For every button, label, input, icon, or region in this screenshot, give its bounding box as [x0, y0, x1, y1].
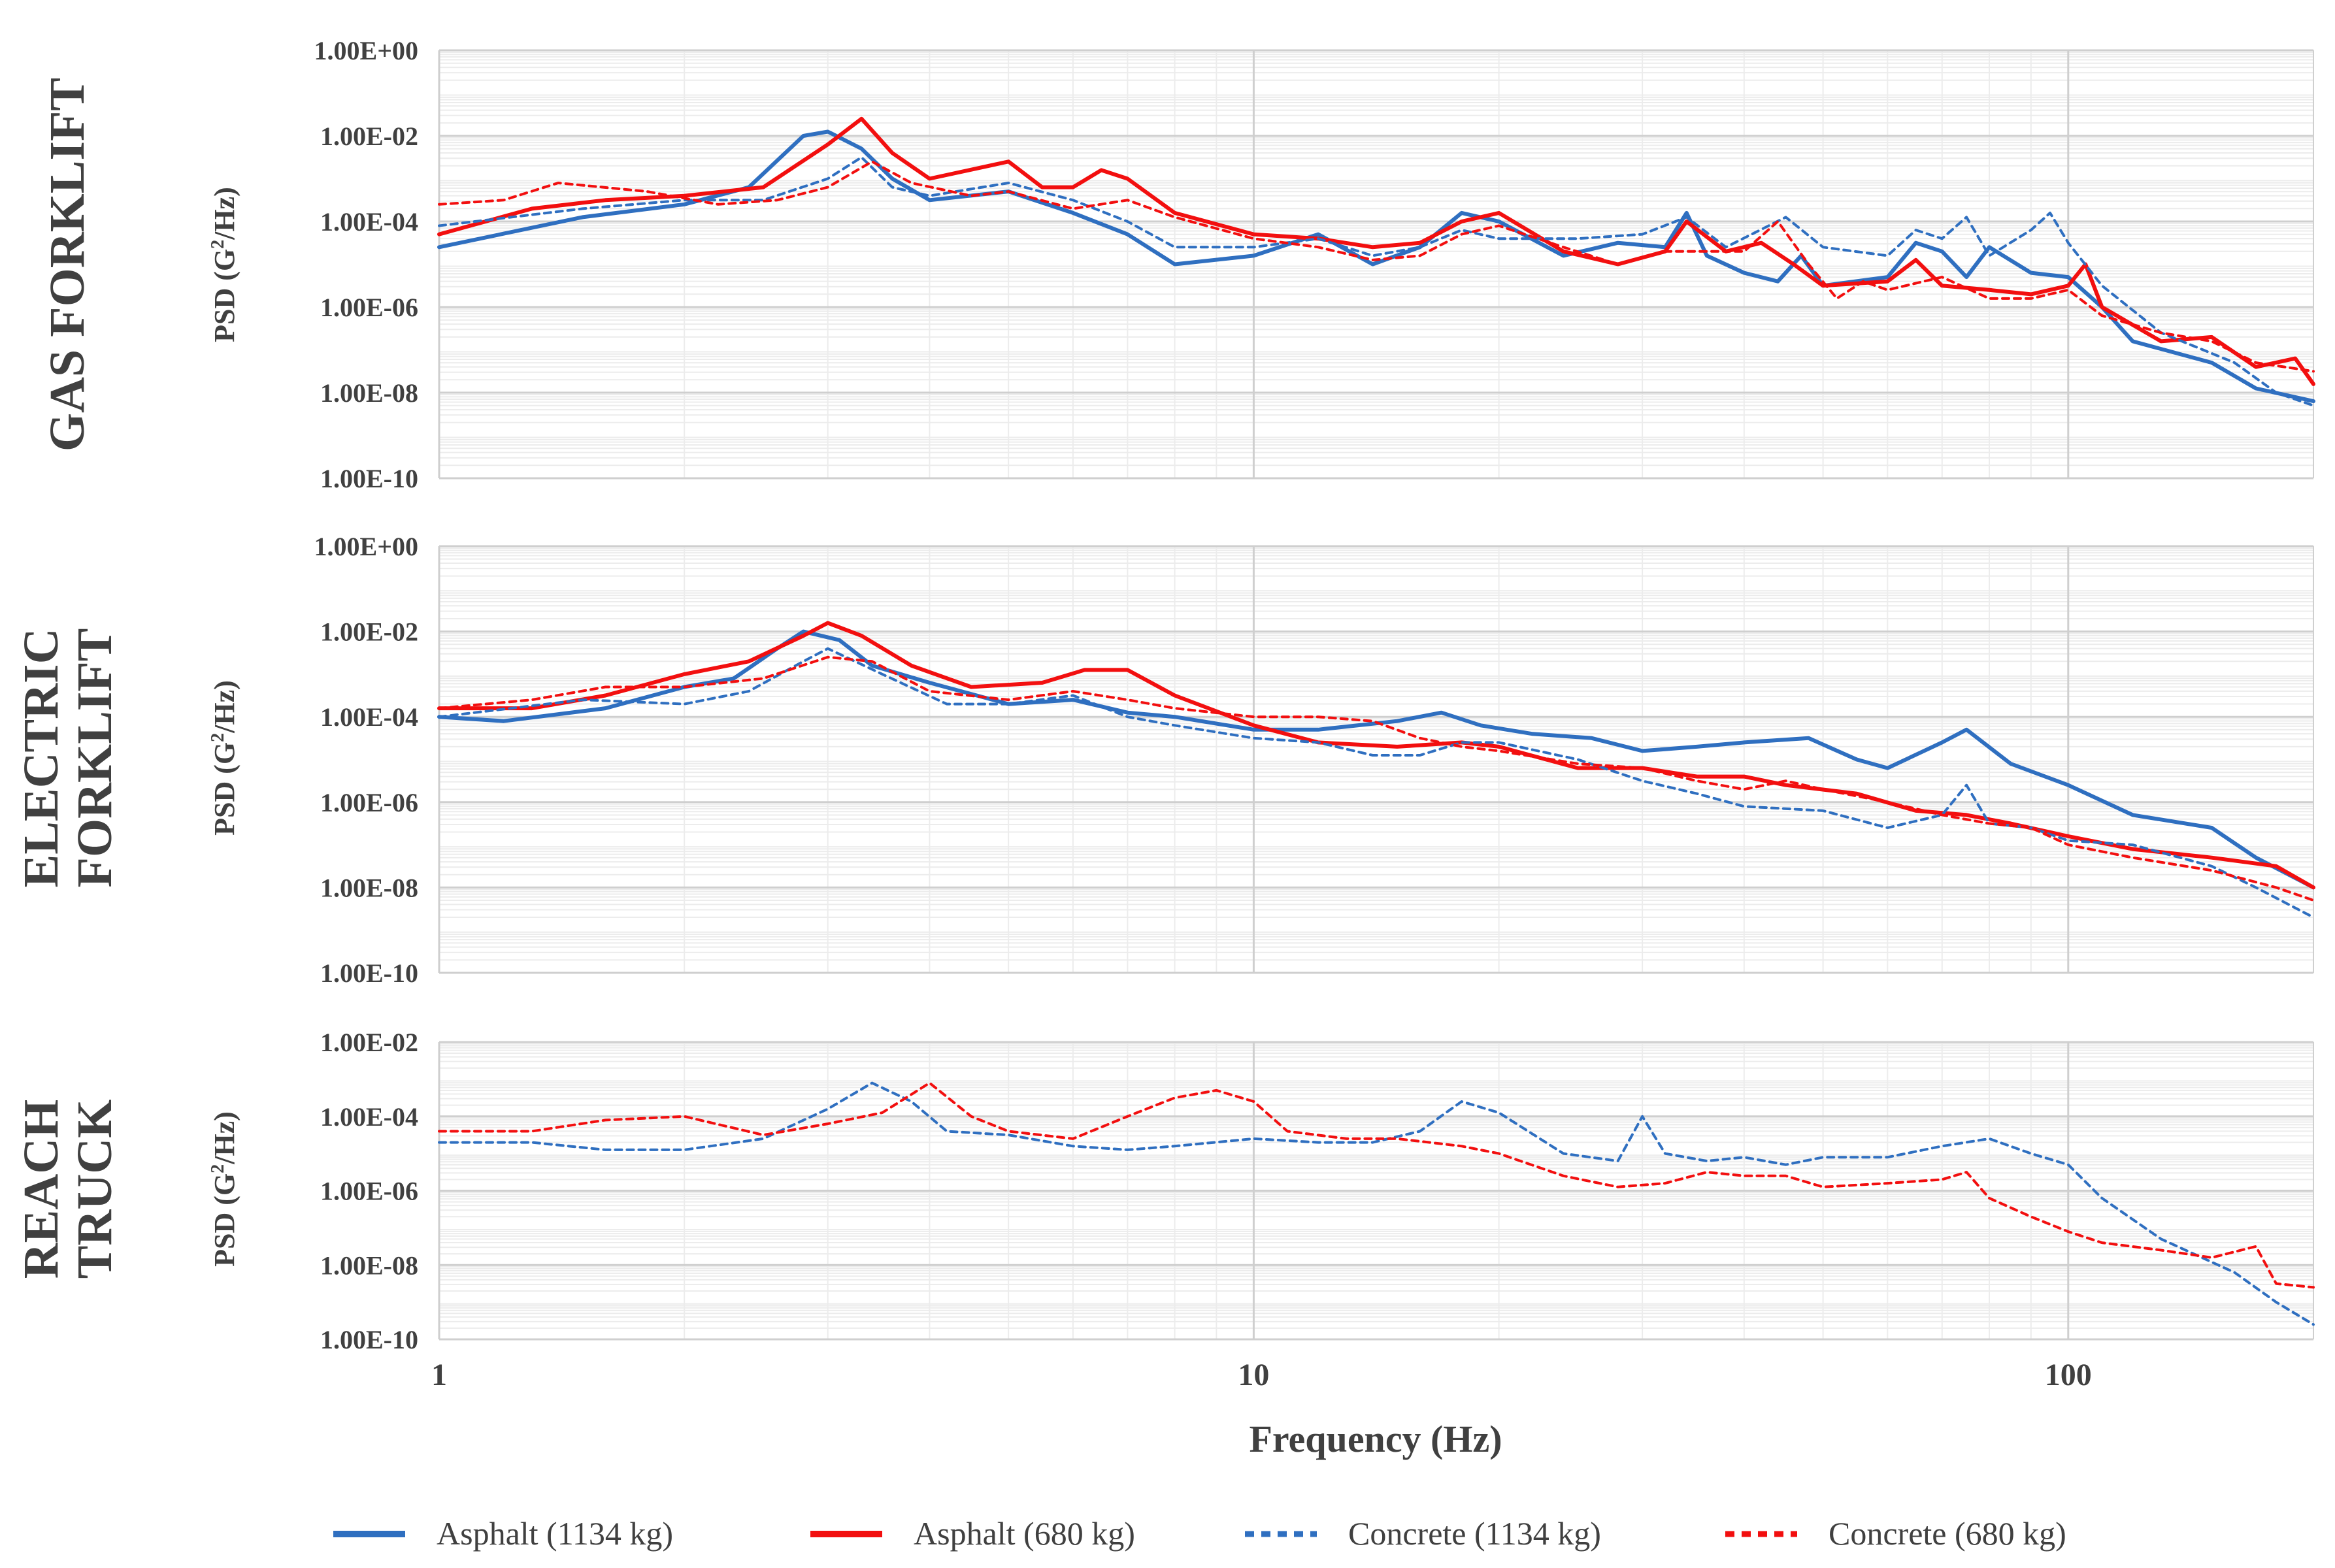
y-tick-label: 1.00E-02 [320, 617, 418, 647]
y-tick-label: 1.00E-08 [320, 378, 418, 408]
y-tick-label: 1.00E-08 [320, 873, 418, 902]
panel-3: 1.00E-02 1.00E-04 1.00E-06 1.00E-08 1.00E-10… [14, 1028, 2315, 1354]
series-line-asphalt-680-kg [437, 621, 2315, 890]
series-line-concrete-1134-kg [438, 647, 2315, 919]
y-tick-label: 1.00E-04 [320, 1102, 418, 1132]
y-tick-label: 1.00E-02 [320, 122, 418, 151]
y-tick-label: 1.00E-06 [320, 1177, 418, 1206]
y-tick-label: 1.00E-10 [320, 1325, 418, 1354]
x-tick-label: 10 [1238, 1358, 1269, 1392]
legend-label: Concrete (680 kg) [1829, 1515, 2066, 1552]
panel-2: 1.00E+00 1.00E-02 1.00E-04 1.00E-06 1.00E-08… [14, 532, 2315, 988]
panel-title: GAS FORKLIFT [40, 78, 95, 451]
x-tick-label: 1 [431, 1358, 447, 1392]
series-line-concrete-680-kg [438, 160, 2315, 373]
x-axis: 1 10 100 Frequency (Hz) [431, 1358, 2092, 1460]
legend-label: Asphalt (1134 kg) [437, 1515, 673, 1552]
y-axis-label: PSD (G2/Hz) [208, 680, 240, 836]
panels: 1.00E+00 1.00E-02 1.00E-04 1.00E-06 1.00E-08… [14, 36, 2315, 1354]
legend: Asphalt (1134 kg) Asphalt (680 kg) Concret… [333, 1515, 2066, 1552]
y-tick-label: 1.00E-04 [320, 207, 418, 237]
panel-title: ELECTRICFORKLIFT [14, 629, 122, 888]
y-tick-label: 1.00E-06 [320, 788, 418, 817]
y-axis-label: PSD (G2/Hz) [208, 1111, 240, 1267]
y-tick-label: 1.00E-04 [320, 702, 418, 732]
y-tick-label: 1.00E+00 [314, 532, 418, 561]
y-tick-label: 1.00E-10 [320, 464, 418, 493]
series-line-concrete-680-kg [438, 655, 2315, 902]
y-axis-label: PSD (G2/Hz) [208, 187, 240, 342]
x-axis-label: Frequency (Hz) [1249, 1418, 1502, 1460]
series-line-asphalt-680-kg [437, 116, 2315, 386]
legend-label: Asphalt (680 kg) [914, 1515, 1135, 1552]
panel-title: REACHTRUCK [14, 1100, 122, 1279]
y-tick-label: 1.00E-06 [320, 293, 418, 322]
y-tick-label: 1.00E-10 [320, 958, 418, 988]
series-line-asphalt-1134-kg [437, 629, 2315, 890]
x-tick-label: 100 [2045, 1358, 2092, 1392]
series-line-concrete-680-kg [438, 1081, 2315, 1289]
panel-1: 1.00E+00 1.00E-02 1.00E-04 1.00E-06 1.00E-08… [40, 36, 2315, 493]
y-tick-label: 1.00E-08 [320, 1250, 418, 1280]
legend-label: Concrete (1134 kg) [1348, 1515, 1601, 1552]
series-line-concrete-1134-kg [438, 155, 2315, 407]
series-line-concrete-1134-kg [438, 1081, 2315, 1326]
y-tick-label: 1.00E+00 [314, 36, 418, 65]
y-tick-label: 1.00E-02 [320, 1028, 418, 1057]
